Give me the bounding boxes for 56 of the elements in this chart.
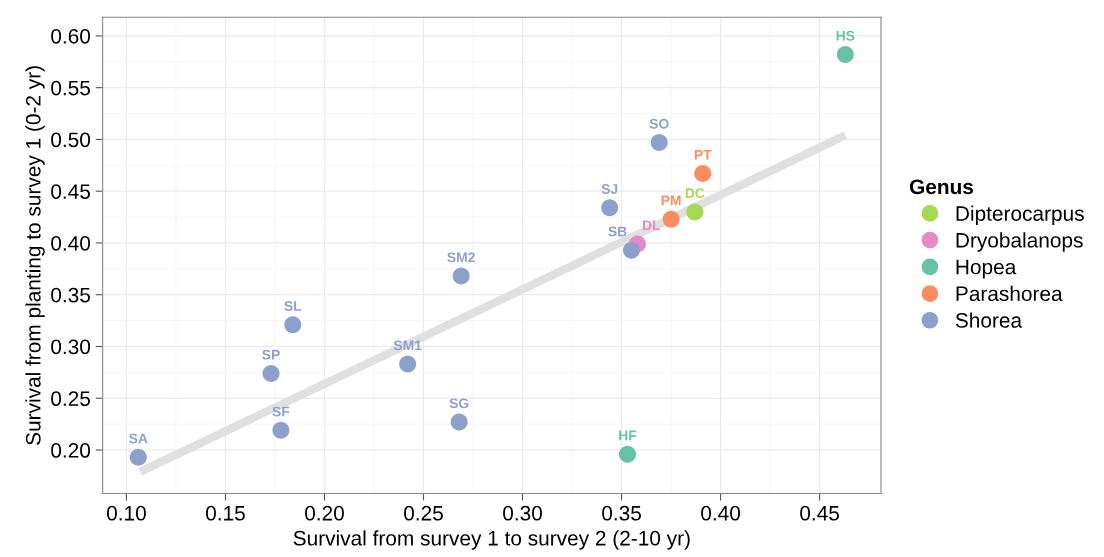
y-tick-label: 0.50: [51, 132, 91, 148]
data-label: SJ: [601, 184, 618, 194]
x-tick-label: 0.10: [106, 505, 146, 521]
data-label: SF: [272, 406, 290, 417]
point: [129, 448, 147, 466]
x-tick-label: 0.40: [701, 505, 741, 521]
y-tick-label: 0.30: [51, 339, 91, 355]
y-tick-label: 0.35: [51, 287, 90, 303]
point: [686, 203, 704, 221]
x-axis-title: Survival from survey 1 to survey 2 (2-10 yr): [293, 530, 690, 550]
x-tick-label: 0.20: [305, 505, 344, 521]
y-tick-label: 0.40: [51, 235, 91, 251]
y-tick-label: 0.45: [51, 184, 90, 199]
point: [694, 165, 712, 183]
point: [836, 46, 854, 64]
point: [272, 421, 290, 439]
data-label: HF: [619, 430, 637, 441]
data-label: HS: [836, 30, 855, 41]
x-tick-label: 0.35: [602, 505, 641, 521]
point: [450, 413, 468, 431]
data-label: DL: [642, 220, 661, 230]
x-tick-label: 0.25: [404, 505, 443, 521]
legend-label: Dryobalanops: [956, 232, 1083, 252]
legend-label: Dipterocarpus: [956, 205, 1084, 226]
point: [399, 355, 417, 373]
data-label: SL: [284, 301, 302, 311]
y-tick-label: 0.60: [51, 28, 91, 44]
point: [662, 210, 680, 228]
x-tick-label: 0.15: [206, 505, 245, 521]
x-tick-label: 0.30: [503, 505, 542, 521]
point: [284, 316, 302, 334]
data-label: PM: [661, 195, 681, 206]
point: [452, 267, 470, 285]
data-label: SP: [262, 349, 280, 360]
legend-title: Genus: [909, 179, 974, 195]
x-tick-label: 0.45: [800, 505, 839, 521]
data-label: SO: [649, 118, 669, 129]
point: [622, 241, 640, 259]
legend-label: Hopea: [956, 259, 1017, 279]
y-axis-title: Survival from planting to survey 1 (0-2 yr): [25, 66, 45, 445]
data-label: SA: [129, 433, 148, 444]
point: [618, 445, 636, 463]
y-tick-label: 0.25: [51, 391, 90, 407]
data-label: SG: [449, 398, 469, 409]
data-label: SM2: [447, 252, 475, 263]
data-label: DC: [685, 188, 705, 199]
legend-label: Shorea: [955, 312, 1023, 328]
legend-label: Parashorea: [956, 285, 1063, 302]
y-tick-label: 0.55: [51, 80, 90, 96]
data-label: SM1: [393, 340, 422, 351]
y-tick-label: 0.20: [51, 443, 91, 458]
data-label: PT: [694, 150, 712, 160]
point: [650, 134, 668, 152]
point: [262, 364, 280, 382]
data-label: SB: [608, 226, 627, 237]
point: [601, 199, 619, 217]
